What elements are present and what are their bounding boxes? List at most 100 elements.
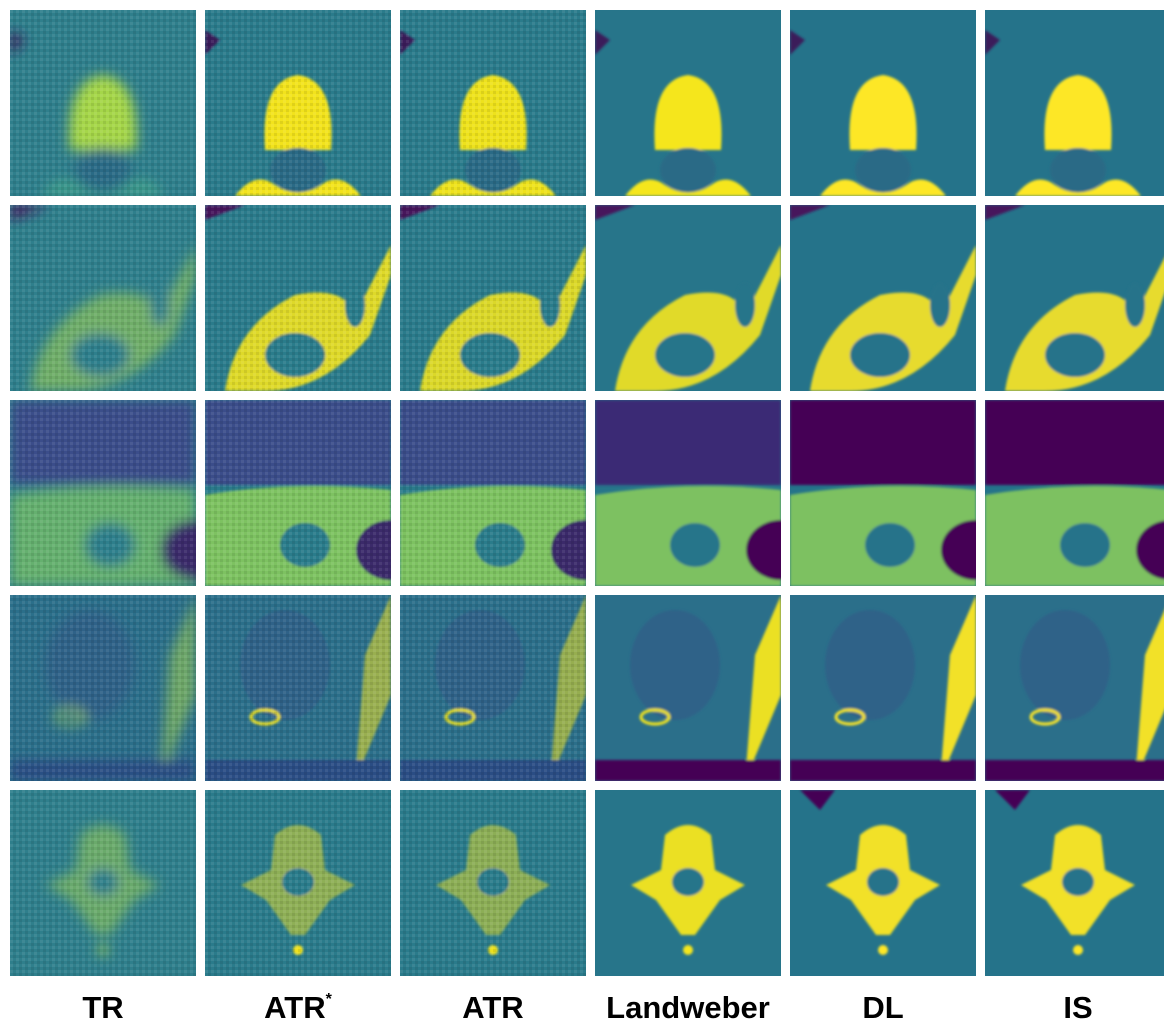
noise [10,205,196,391]
ct-image [790,400,1011,586]
label-text: IS [1063,990,1092,1025]
anatomy [790,400,1011,586]
image-content [205,205,391,391]
image-content [790,595,976,781]
canal [1050,148,1106,192]
ct-image [790,10,976,196]
table [790,760,976,781]
noise [400,10,586,196]
image-content [790,790,976,976]
ct-image [10,595,196,781]
ct-image [595,400,816,586]
air [790,400,976,485]
label-text: DL [862,990,903,1025]
hole2 [930,283,950,327]
ct-image [400,595,586,781]
organ [825,610,915,720]
ct-image [595,205,781,391]
ct-image [10,205,196,391]
organ [630,610,720,720]
canal [660,148,716,192]
organ [670,523,720,567]
ct-image [790,790,976,976]
image-content [985,790,1164,976]
hole2 [1125,283,1145,327]
image-content [790,205,976,391]
ct-image [205,205,391,391]
ct-image [205,790,391,976]
ct-image [400,10,586,196]
noise [400,790,586,976]
ct-image [400,205,586,391]
label-text: Landweber [606,990,770,1025]
hole [1045,333,1105,377]
process [878,945,888,955]
image-content [10,595,196,781]
noise [205,400,391,586]
canal [672,868,704,896]
image-content [595,400,816,586]
table [985,760,1164,781]
table [595,760,781,781]
noise [205,10,391,196]
column-label: ATR* [205,990,391,1026]
image-content [10,790,196,976]
noise [10,595,196,781]
image-content [595,10,781,196]
ct-image [10,400,231,586]
column-label: IS [985,990,1164,1026]
ct-image [790,595,976,781]
anatomy [595,400,816,586]
noise [10,790,196,976]
label-text: ATR [462,990,523,1025]
ct-image [595,10,781,196]
image-content [205,10,391,196]
ct-image [985,400,1164,586]
image-content [400,400,621,586]
noise [205,205,391,391]
image-content [205,790,391,976]
image-content [790,400,1011,586]
ct-image [985,595,1164,781]
image-content [205,595,391,781]
ct-image [205,595,391,781]
process [683,945,693,955]
ct-image [595,595,781,781]
page: TR ATR* ATR Landweber DL IS (() => { con… [0,0,1164,1030]
process [1073,945,1083,955]
image-content [400,595,586,781]
hole [655,333,715,377]
organ [865,523,915,567]
air [595,400,781,485]
air [985,400,1164,485]
column-label: TR [10,990,196,1026]
image-content [10,400,231,586]
noise [205,595,391,781]
noise [400,595,586,781]
ct-image [400,400,621,586]
label-text: ATR [264,990,325,1025]
label-text: TR [82,990,123,1025]
column-label: Landweber [595,990,781,1026]
ct-image [985,205,1164,391]
column-label: ATR [400,990,586,1026]
organ [1060,523,1110,567]
ct-image [400,790,586,976]
noise [400,400,586,586]
image-content [595,205,781,391]
image-content [10,10,196,196]
noise [205,790,391,976]
noise [10,10,196,196]
column-label: DL [790,990,976,1026]
ct-image [10,790,196,976]
canal [867,868,899,896]
anatomy [985,400,1164,586]
label-superscript: * [326,991,332,1008]
ct-image [10,10,196,196]
ct-image [985,10,1164,196]
canal [1062,868,1094,896]
ct-image [985,790,1164,976]
canal [855,148,911,192]
image-content [985,400,1164,586]
noise [10,400,196,586]
